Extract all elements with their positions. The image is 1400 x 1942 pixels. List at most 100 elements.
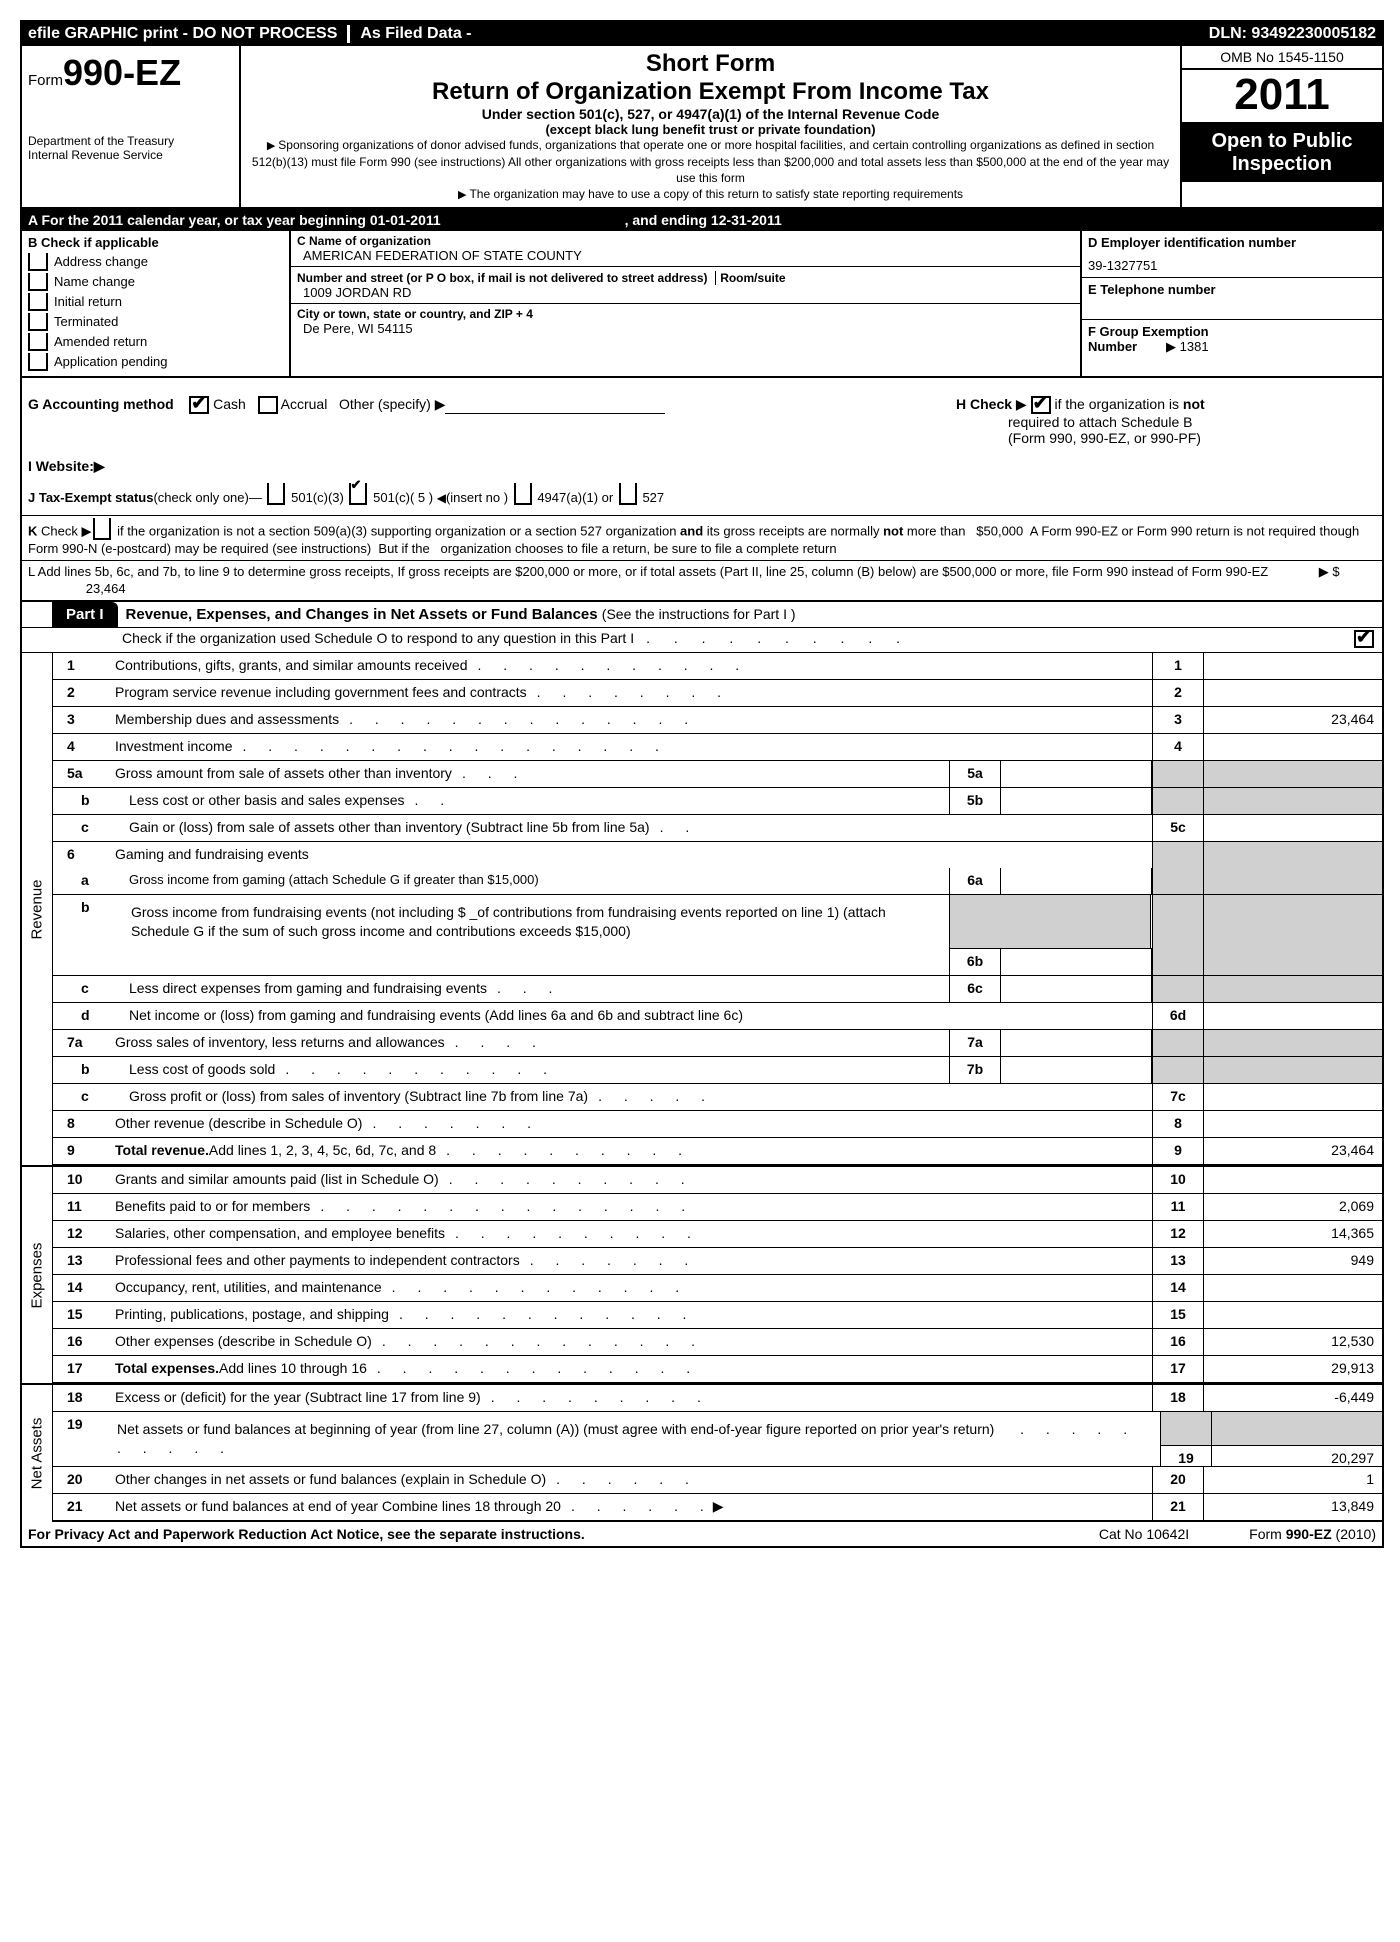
revenue-side-label: Revenue xyxy=(22,653,53,1165)
street-address: 1009 JORDAN RD xyxy=(297,285,1074,300)
chk-application-pending[interactable] xyxy=(28,353,48,371)
line-7c-value xyxy=(1203,1084,1382,1110)
section-b-header: B Check if applicable xyxy=(28,235,283,250)
header-mid: Short Form Return of Organization Exempt… xyxy=(241,46,1180,207)
section-def: D Employer identification number 39-1327… xyxy=(1082,231,1382,376)
top-bar: efile GRAPHIC print - DO NOT PROCESS As … xyxy=(22,22,1382,46)
revenue-section: Revenue 1Contributions, gifts, grants, a… xyxy=(22,653,1382,1165)
expenses-side-label: Expenses xyxy=(22,1167,53,1383)
chk-part-i-schedule-o[interactable] xyxy=(1354,630,1374,648)
form-number: 990-EZ xyxy=(63,52,181,93)
header-left: Form990-EZ Department of the Treasury In… xyxy=(22,46,241,207)
schedule-b-check: H Check ▶ if the organization is not req… xyxy=(956,396,1376,446)
row-a-tax-year: A For the 2011 calendar year, or tax yea… xyxy=(22,209,1382,231)
group-exemption-label: F Group Exemption xyxy=(1088,324,1209,339)
line-12-value: 14,365 xyxy=(1203,1221,1382,1247)
chk-initial-return[interactable] xyxy=(28,293,48,311)
form-note-2: The organization may have to use a copy … xyxy=(251,186,1170,203)
part-i-header: Part I Revenue, Expenses, and Changes in… xyxy=(22,602,1382,628)
net-assets-section: Net Assets 18Excess or (deficit) for the… xyxy=(22,1383,1382,1522)
ein-value: 39-1327751 xyxy=(1088,250,1376,273)
part-i-title: Revenue, Expenses, and Changes in Net As… xyxy=(118,602,1382,627)
line-4-value xyxy=(1203,734,1382,760)
part-i-label: Part I xyxy=(52,602,118,627)
other-specify-input[interactable] xyxy=(445,399,665,414)
form-title: Return of Organization Exempt From Incom… xyxy=(251,78,1170,106)
privacy-notice: For Privacy Act and Paperwork Reduction … xyxy=(28,1526,1039,1542)
group-exemption-value: 1381 xyxy=(1180,339,1209,354)
form-subtitle-2: (except black lung benefit trust or priv… xyxy=(251,122,1170,137)
line-15-value xyxy=(1203,1302,1382,1328)
omb-number: OMB No 1545-1150 xyxy=(1182,46,1382,70)
room-suite-label: Room/suite xyxy=(715,271,785,285)
line-6d-value xyxy=(1203,1003,1382,1029)
accounting-method: G Accounting method Cash Accrual Other (… xyxy=(28,396,956,446)
part-i-schedule-o-check: Check if the organization used Schedule … xyxy=(22,628,1382,653)
chk-4947[interactable] xyxy=(514,483,532,505)
line-20-value: 1 xyxy=(1203,1467,1382,1493)
catalog-number: Cat No 10642I xyxy=(1039,1526,1249,1542)
short-form-label: Short Form xyxy=(251,50,1170,78)
line-2-value xyxy=(1203,680,1382,706)
efile-notice: efile GRAPHIC print - DO NOT PROCESS xyxy=(28,25,337,43)
block-bcdef: B Check if applicable Address change Nam… xyxy=(22,231,1382,378)
row-k-note: K Check ▶ if the organization is not a s… xyxy=(22,515,1382,560)
line-8-value xyxy=(1203,1111,1382,1137)
line-21-value: 13,849 xyxy=(1203,1494,1382,1520)
phone-label: E Telephone number xyxy=(1088,282,1376,297)
open-to-public: Open to Public Inspection xyxy=(1182,124,1382,182)
section-b-checkboxes: B Check if applicable Address change Nam… xyxy=(22,231,291,376)
chk-address-change[interactable] xyxy=(28,253,48,271)
line-11-value: 2,069 xyxy=(1203,1194,1382,1220)
line-10-value xyxy=(1203,1167,1382,1193)
chk-name-change[interactable] xyxy=(28,273,48,291)
line-18-value: -6,449 xyxy=(1203,1385,1382,1411)
line-14-value xyxy=(1203,1275,1382,1301)
chk-schedule-b[interactable] xyxy=(1031,396,1051,414)
line-1-value xyxy=(1203,653,1382,679)
phone-value xyxy=(1088,297,1376,315)
form-header: Form990-EZ Department of the Treasury In… xyxy=(22,46,1382,209)
tax-exempt-status: J Tax-Exempt status(check only one)— 501… xyxy=(22,481,1382,515)
form-prefix: Form xyxy=(28,72,63,89)
ein-label: D Employer identification number xyxy=(1088,235,1376,250)
dept-treasury: Department of the Treasury xyxy=(28,134,233,148)
dln-label: DLN: 93492230005182 xyxy=(1209,25,1376,43)
line-13-value: 949 xyxy=(1203,1248,1382,1274)
line-19-value: 20,297 xyxy=(1212,1445,1382,1466)
page-footer: For Privacy Act and Paperwork Reduction … xyxy=(22,1522,1382,1546)
chk-k[interactable] xyxy=(93,518,111,540)
chk-501c[interactable]: ✔ xyxy=(349,483,367,505)
form-note-1: Sponsoring organizations of donor advise… xyxy=(251,137,1170,186)
line-3-value: 23,464 xyxy=(1203,707,1382,733)
street-label: Number and street (or P O box, if mail i… xyxy=(297,271,708,285)
chk-cash[interactable] xyxy=(189,396,209,414)
block-gh: G Accounting method Cash Accrual Other (… xyxy=(22,378,1382,452)
city-label: City or town, state or country, and ZIP … xyxy=(297,307,1074,321)
gross-receipts-amount: 23,464 xyxy=(86,581,126,596)
expenses-section: Expenses 10Grants and similar amounts pa… xyxy=(22,1165,1382,1383)
line-16-value: 12,530 xyxy=(1203,1329,1382,1355)
form-ref: Form 990-EZ (2010) xyxy=(1249,1526,1376,1542)
chk-527[interactable] xyxy=(619,483,637,505)
org-name: AMERICAN FEDERATION OF STATE COUNTY xyxy=(297,248,1074,263)
chk-accrual[interactable] xyxy=(258,396,278,414)
row-l-gross-receipts: L Add lines 5b, 6c, and 7b, to line 9 to… xyxy=(22,560,1382,602)
form-subtitle-1: Under section 501(c), 527, or 4947(a)(1)… xyxy=(251,106,1170,122)
website-row: I Website:▶ xyxy=(22,452,1382,481)
section-c-org-info: C Name of organization AMERICAN FEDERATI… xyxy=(291,231,1082,376)
org-name-label: C Name of organization xyxy=(297,234,1074,248)
line-9-value: 23,464 xyxy=(1203,1138,1382,1164)
tax-year: 2011 xyxy=(1182,70,1382,124)
chk-amended-return[interactable] xyxy=(28,333,48,351)
line-5c-value xyxy=(1203,815,1382,841)
as-filed-label: As Filed Data - xyxy=(347,25,471,43)
net-assets-side-label: Net Assets xyxy=(22,1385,53,1522)
chk-501c3[interactable] xyxy=(267,483,285,505)
city-state-zip: De Pere, WI 54115 xyxy=(297,321,1074,336)
dept-irs: Internal Revenue Service xyxy=(28,148,233,162)
line-17-value: 29,913 xyxy=(1203,1356,1382,1382)
chk-terminated[interactable] xyxy=(28,313,48,331)
form-990ez-page: efile GRAPHIC print - DO NOT PROCESS As … xyxy=(20,20,1384,1548)
header-right: OMB No 1545-1150 2011 Open to Public Ins… xyxy=(1180,46,1382,207)
